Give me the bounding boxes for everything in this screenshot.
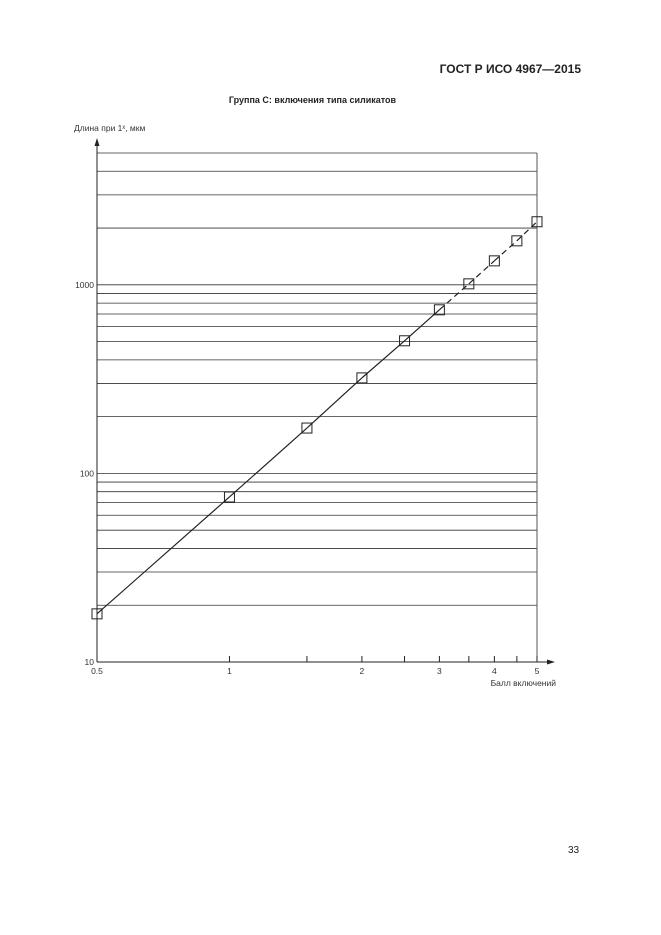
data-point-square [356,372,368,384]
x-tick-label: 2 [360,666,365,676]
trend-line-dashed [438,283,470,311]
ticks: 0.5 1 2 3 4 5 10 100 1000 [75,280,540,676]
x-tick-label: 5 [535,666,540,676]
y-tick-label: 10 [85,657,95,667]
y-axis-arrow [94,138,100,146]
trend-line [96,496,230,615]
x-tick-label: 0.5 [91,666,103,676]
y-tick-label: 100 [80,468,94,478]
data-point-square [91,608,103,620]
x-axis-arrow [547,659,555,665]
data-point-square [488,255,500,267]
x-tick-label: 4 [492,666,497,676]
data-point-square [301,422,313,434]
data-point-square [531,216,543,228]
x-tick-label: 1 [227,666,232,676]
trend-line [361,340,405,379]
x-tick-label: 3 [437,666,442,676]
data-point-square [463,278,475,290]
gridlines [97,152,537,606]
axes [94,138,555,665]
chart-title: Группа С: включения типа силикатов [228,95,397,105]
trend-line [229,427,308,498]
data-point-square [399,335,411,347]
data-point-square [433,304,445,316]
data-point-square [223,491,235,503]
trend-line-dashed [493,240,518,262]
x-axis-label: Балл включений [491,678,557,688]
trend-line-dashed [516,221,538,242]
data-point-square [511,235,523,247]
trend-line [306,377,363,429]
series [91,216,543,620]
page-number: 33 [568,845,580,856]
trend-line [404,309,440,342]
y-axis-label: Длина при 1ˣ, мкм [74,123,145,133]
document-id: ГОСТ Р ИСО 4967—2015 [439,62,581,76]
y-tick-label: 1000 [75,280,94,290]
trend-line-dashed [468,260,495,285]
